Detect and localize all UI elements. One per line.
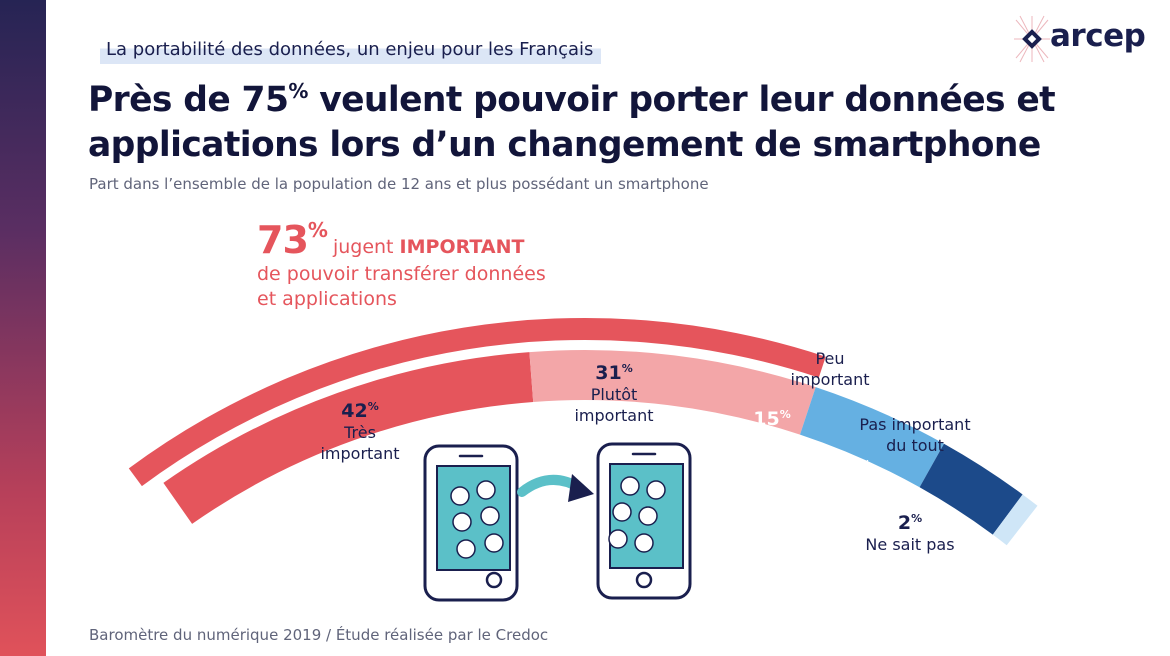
kicker-text: La portabilité des données, un enjeu pou… [100, 36, 602, 64]
side-accent-bar [0, 0, 46, 656]
important-group-band [128, 317, 826, 487]
callout-value: 73% [257, 218, 328, 262]
slice-label-ne-sait-pas: 2% Ne sait pas [850, 508, 970, 555]
slice-value-15: 15% [753, 408, 791, 430]
arc-segment-31 [529, 349, 816, 435]
callout-line-3: et applications [257, 288, 397, 310]
source-note: Baromètre du numérique 2019 / Étude réal… [89, 626, 549, 644]
arc-segment-15 [800, 387, 944, 488]
title-line-1: Près de 75% veulent pouvoir porter leur … [88, 79, 1056, 120]
callout-line-1: jugent IMPORTANT [332, 236, 525, 258]
arcep-logo-icon [1014, 15, 1050, 63]
arc-segment-10 [919, 443, 1023, 535]
slice-value-2: 2% [897, 512, 923, 534]
important-callout: 73%jugent IMPORTANT de pouvoir transfére… [257, 218, 546, 312]
title-line-2: applications lors d’un changement de sma… [88, 125, 1041, 165]
slice-value-31: 31% [595, 362, 633, 384]
slice-label-pas-important: Pas important du tout [859, 415, 971, 455]
slice-value-10: 10% [833, 458, 871, 480]
smartphone-icon [596, 442, 692, 600]
page-title: Près de 75% veulent pouvoir porter leur … [88, 78, 1148, 168]
callout-line-2: de pouvoir transférer données [257, 263, 546, 285]
slice-value-42: 42% [341, 400, 379, 422]
logo-text: arcep [1050, 18, 1146, 54]
slice-label-peu-important: Peu important [790, 349, 870, 389]
transfer-arrow-icon [517, 474, 594, 502]
slice-label-tres-important: 42% Très important [300, 396, 420, 464]
subtitle: Part dans l’ensemble de la population de… [89, 175, 709, 193]
slice-label-plutot-important: 31% Plutôt important [554, 358, 674, 426]
arc-segment-2 [992, 494, 1038, 546]
phone-transfer-illustration [423, 442, 692, 602]
smartphone-icon [423, 444, 519, 602]
arc-segment-42 [163, 352, 534, 524]
